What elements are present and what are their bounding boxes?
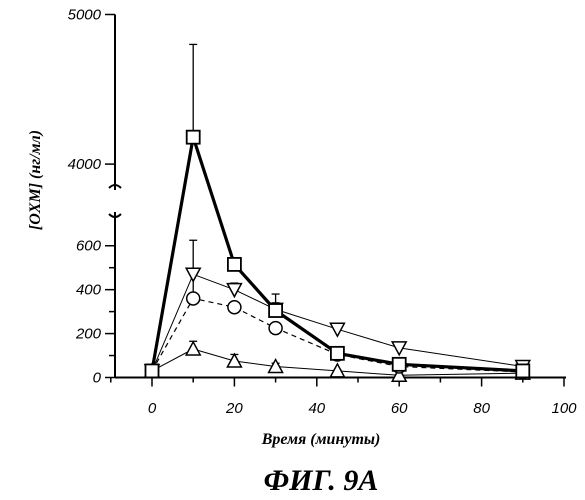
figure-caption: ФИГ. 9А xyxy=(264,464,379,497)
data-point-square xyxy=(187,131,200,144)
series-layer xyxy=(145,44,530,381)
data-point-square xyxy=(146,364,159,377)
data-point-square xyxy=(228,258,241,271)
data-point-triangle-down xyxy=(330,323,344,336)
data-point-square xyxy=(331,347,344,360)
data-point-triangle-down xyxy=(227,284,241,297)
data-point-triangle-down xyxy=(186,268,200,281)
x-tick-label: 20 xyxy=(225,400,243,417)
data-point-circle xyxy=(269,322,282,335)
data-point-circle xyxy=(187,292,200,305)
axes: 0 20 40 60 80 100 0 200 400 600 4000 5000 xyxy=(68,7,578,418)
y-axis-title: [OXM] (нг/мл) xyxy=(27,130,44,230)
y-tick-label: 0 xyxy=(93,370,102,387)
data-point-triangle-up xyxy=(186,342,200,355)
data-point-square xyxy=(269,304,282,317)
y-tick-label: 400 xyxy=(76,282,102,299)
x-tick-label: 60 xyxy=(391,400,408,417)
x-axis-title: Время (минуты) xyxy=(261,431,381,448)
x-tick-label: 80 xyxy=(473,400,490,417)
y-tick-label: 5000 xyxy=(68,7,102,24)
data-point-square xyxy=(393,358,406,371)
data-point-circle xyxy=(228,301,241,314)
data-point-square xyxy=(516,364,529,377)
x-tick-label: 100 xyxy=(551,400,577,417)
y-tick-label: 4000 xyxy=(68,156,102,173)
y-tick-label: 200 xyxy=(75,326,102,343)
x-tick-label: 0 xyxy=(148,400,157,417)
x-tick-label: 40 xyxy=(308,400,325,417)
data-point-triangle-up xyxy=(227,354,241,367)
y-tick-label: 600 xyxy=(76,238,102,255)
